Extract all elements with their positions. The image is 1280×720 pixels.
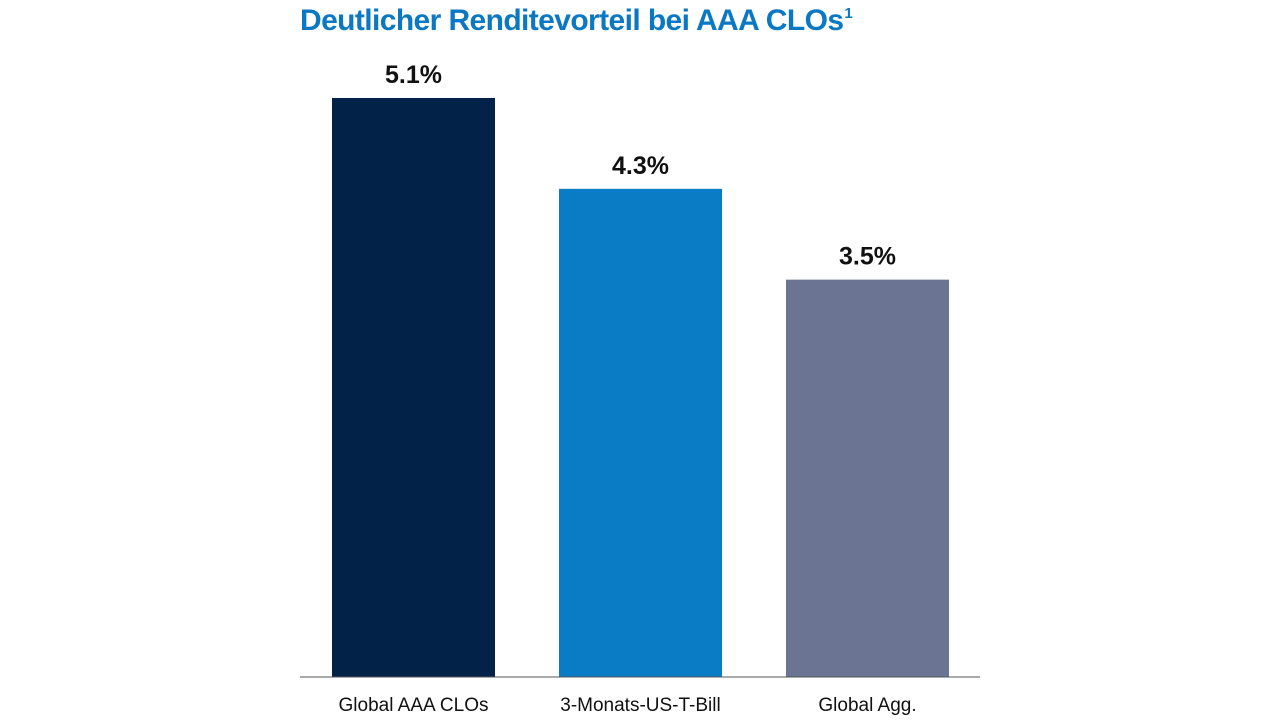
- chart-title-footnote: 1: [844, 5, 852, 22]
- bar-3-monats-us-t-bill: [559, 188, 722, 677]
- bar-global-aaa-clos: [332, 98, 495, 677]
- category-label-global-agg: Global Agg.: [818, 695, 916, 716]
- bars-group: [332, 98, 949, 677]
- chart-title-text: Deutlicher Renditevorteil bei AAA CLOs: [300, 4, 843, 37]
- category-label-global-aaa-clos: Global AAA CLOs: [339, 695, 489, 716]
- bar-global-agg: [786, 279, 949, 677]
- value-label-global-agg: 3.5%: [839, 243, 896, 271]
- value-label-global-aaa-clos: 5.1%: [385, 61, 442, 89]
- value-labels-group: 5.1% 4.3% 3.5%: [385, 61, 896, 271]
- category-label-3-monats-us-t-bill: 3-Monats-US-T-Bill: [560, 695, 720, 716]
- category-labels-group: Global AAA CLOs 3-Monats-US-T-Bill Global …: [339, 695, 917, 716]
- value-label-3-monats-us-t-bill: 4.3%: [612, 152, 669, 180]
- chart-title: Deutlicher Renditevorteil bei AAA CLOs1: [300, 4, 852, 37]
